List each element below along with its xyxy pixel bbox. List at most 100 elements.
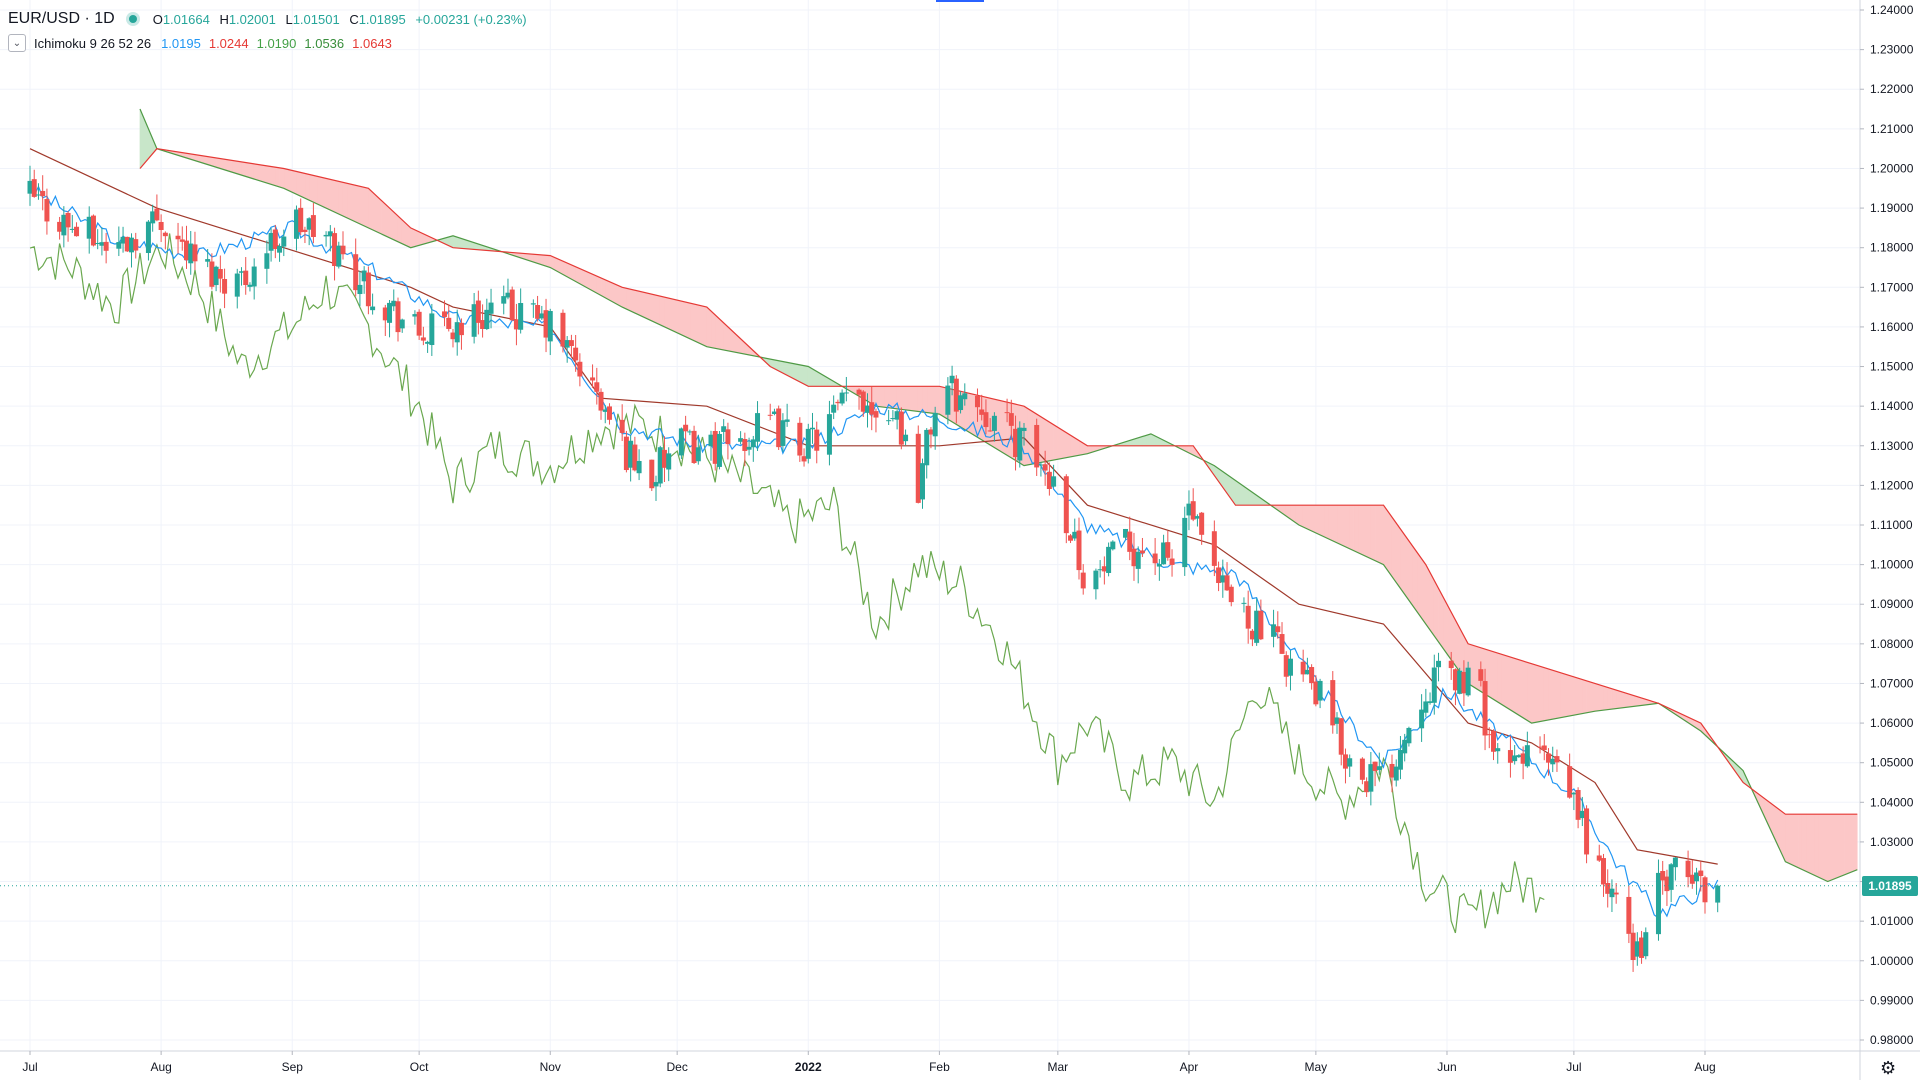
candle-body <box>1427 701 1433 703</box>
cloud-segment <box>342 181 348 219</box>
candle-body <box>1507 750 1513 763</box>
candle-body <box>1584 808 1590 855</box>
cloud-segment <box>296 171 302 197</box>
candle-body <box>543 310 549 338</box>
candle-body <box>1169 558 1175 565</box>
cloud-segment <box>1789 813 1795 867</box>
candle-body <box>577 361 583 377</box>
candle-body <box>27 180 33 194</box>
cloud-segment <box>1552 669 1558 720</box>
candle-body <box>188 243 194 264</box>
candle-body <box>31 179 37 197</box>
candle-body <box>590 377 596 381</box>
candle-body <box>1017 427 1023 461</box>
candle-body <box>1249 630 1255 640</box>
candle-body <box>987 430 993 432</box>
cloud-segment <box>905 386 911 411</box>
candle-body <box>1461 671 1467 694</box>
cloud-segment <box>236 160 242 176</box>
candle-body <box>573 347 579 361</box>
cloud-segment <box>630 288 636 314</box>
price-tick-label: 1.13000 <box>1870 439 1914 453</box>
candle-body <box>1600 858 1606 885</box>
cloud-segment <box>228 159 234 173</box>
indicator-value-kijun: 1.0244 <box>208 35 249 51</box>
cloud-segment <box>1353 504 1359 554</box>
cloud-segment <box>414 229 420 247</box>
cloud-segment <box>1421 557 1427 625</box>
ichimoku-cloud <box>139 108 1858 883</box>
cloud-segment <box>1611 688 1617 710</box>
candle-body <box>1347 758 1353 767</box>
candle-body <box>653 482 659 487</box>
change-value: +0.00231 (+0.23%) <box>415 11 527 27</box>
candle-body <box>1300 661 1306 675</box>
last-price-tag: 1.01895 <box>1862 875 1918 896</box>
candle-body <box>272 229 278 249</box>
candle-body <box>683 424 689 432</box>
candle-body <box>281 236 287 247</box>
indicator-name[interactable]: Ichimoku 9 26 52 26 <box>34 35 152 51</box>
candle-body <box>1537 746 1543 748</box>
cloud-segment <box>1387 510 1393 578</box>
cloud-segment <box>308 174 314 203</box>
candle-body <box>856 389 862 395</box>
candle-body <box>488 302 494 314</box>
symbol-title[interactable]: EUR/USD · 1D <box>8 10 115 27</box>
collapse-chevron-icon[interactable]: ⌄ <box>8 34 26 52</box>
candle-body <box>746 446 752 450</box>
cloud-segment <box>355 184 361 225</box>
candle-body <box>865 405 870 413</box>
cloud-segment <box>270 166 276 187</box>
cloud-segment <box>939 385 944 418</box>
candle-body <box>1541 745 1547 751</box>
candle-body <box>530 303 536 305</box>
cloud-segment <box>1556 671 1562 719</box>
price-tick-label: 1.05000 <box>1870 756 1914 770</box>
low-label: L <box>285 11 293 27</box>
cloud-segment <box>1522 660 1528 721</box>
price-tick-label: 1.17000 <box>1870 280 1914 294</box>
candle-body <box>890 418 896 420</box>
candle-body <box>1431 667 1437 703</box>
candle-body <box>695 447 701 462</box>
candle-body <box>1042 464 1048 471</box>
cloud-segment <box>1070 434 1076 458</box>
candle-body <box>205 259 211 262</box>
cloud-segment <box>1476 646 1482 692</box>
cloud-segment <box>795 363 801 383</box>
candle-body <box>1139 550 1145 554</box>
cloud-segment <box>638 290 644 318</box>
candle-body <box>145 221 151 254</box>
candle-body <box>1199 512 1205 535</box>
price-tick-label: 1.22000 <box>1870 82 1914 96</box>
price-tick-label: 1.10000 <box>1870 558 1914 572</box>
candle-body <box>780 420 786 446</box>
candle-body <box>560 312 566 347</box>
candle-body <box>44 199 50 222</box>
candle-body <box>1664 876 1670 892</box>
settings-gear-icon[interactable]: ⚙ <box>1880 1058 1897 1078</box>
cloud-segment <box>313 175 318 205</box>
cloud-segment <box>291 170 297 195</box>
candle-body <box>332 233 338 267</box>
symbol-row: EUR/USD · 1D O1.01664 H1.02001 L1.01501 … <box>8 7 533 31</box>
indicator-value-tenkan: 1.0195 <box>161 35 201 51</box>
cloud-segment <box>452 235 458 249</box>
price-tick-label: 1.07000 <box>1870 676 1914 690</box>
cloud-segment <box>380 199 386 237</box>
candle-body <box>382 307 388 321</box>
candle-body <box>1486 734 1492 736</box>
price-tick-label: 1.23000 <box>1870 43 1914 57</box>
candle-body <box>1702 877 1708 903</box>
candle-body <box>74 226 80 237</box>
cloud-segment <box>1395 522 1401 590</box>
candle-body <box>839 392 845 404</box>
chart-legend: EUR/USD · 1D O1.01664 H1.02001 L1.01501 … <box>8 7 533 55</box>
cloud-segment <box>621 286 627 310</box>
candle-body <box>509 289 515 321</box>
cloud-segment <box>1324 504 1329 540</box>
cloud-segment <box>321 176 327 209</box>
